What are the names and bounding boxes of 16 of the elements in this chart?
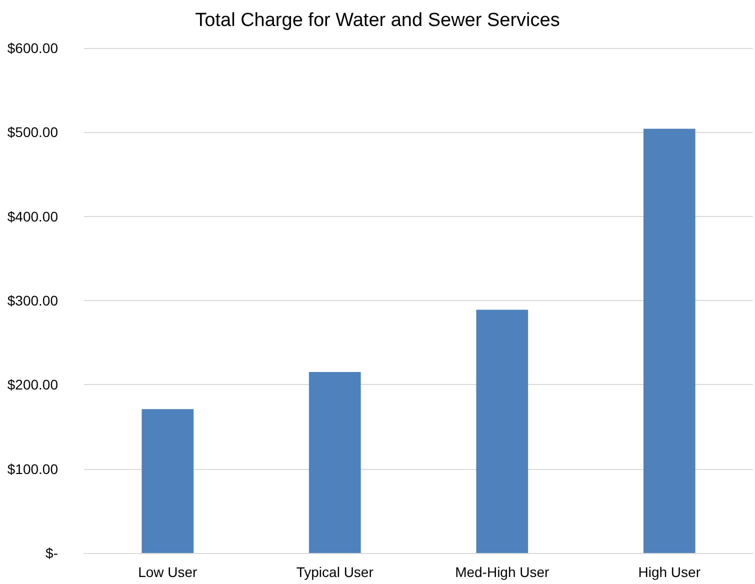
y-tick-label: $400.00 (7, 208, 58, 224)
x-tick-label: High User (638, 564, 701, 580)
y-tick-label: $100.00 (7, 460, 58, 477)
y-tick-label: $300.00 (7, 292, 58, 308)
x-tick-label: Med-High User (455, 564, 550, 580)
bar (643, 128, 696, 553)
y-tick-label: $600.00 (7, 40, 58, 56)
x-tick-label: Low User (138, 564, 198, 580)
y-tick-label: $500.00 (7, 124, 58, 140)
x-tick-label: Typical User (296, 564, 374, 580)
bar (308, 372, 361, 553)
bar (142, 409, 194, 553)
y-tick-label: $200.00 (7, 376, 58, 393)
bar (476, 310, 528, 553)
chart-title: Total Charge for Water and Sewer Services (195, 10, 560, 31)
y-tick-label: $- (46, 545, 58, 561)
